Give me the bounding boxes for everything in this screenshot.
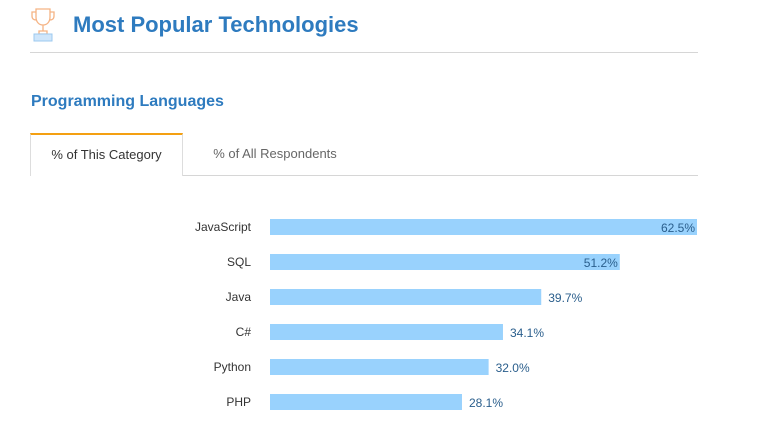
bar <box>270 254 620 270</box>
data-label: 39.7% <box>548 291 582 305</box>
section-title: Programming Languages <box>31 93 224 110</box>
data-label: 51.2% <box>584 256 618 270</box>
data-label: 28.1% <box>469 396 503 410</box>
tab-bar: % of This Category % of All Respondents <box>30 133 698 176</box>
data-label: 34.1% <box>510 326 544 340</box>
category-label: JavaScript <box>195 220 252 234</box>
category-label: Java <box>226 290 252 304</box>
bar <box>270 289 542 305</box>
bar <box>270 394 462 410</box>
tab-all-respondents[interactable]: % of All Respondents <box>213 146 337 161</box>
category-label: C# <box>236 325 252 339</box>
page-title: Most Popular Technologies <box>73 12 359 37</box>
category-label: PHP <box>226 395 251 409</box>
category-label: SQL <box>227 255 251 269</box>
bar <box>270 219 697 235</box>
bar <box>270 324 503 340</box>
page-header: Most Popular Technologies <box>30 0 698 53</box>
tab-this-category[interactable]: % of This Category <box>30 133 183 176</box>
data-label: 62.5% <box>661 221 695 235</box>
data-label: 32.0% <box>496 361 530 375</box>
category-label: Python <box>214 360 251 374</box>
trophy-icon <box>31 8 55 42</box>
bar <box>270 359 489 375</box>
